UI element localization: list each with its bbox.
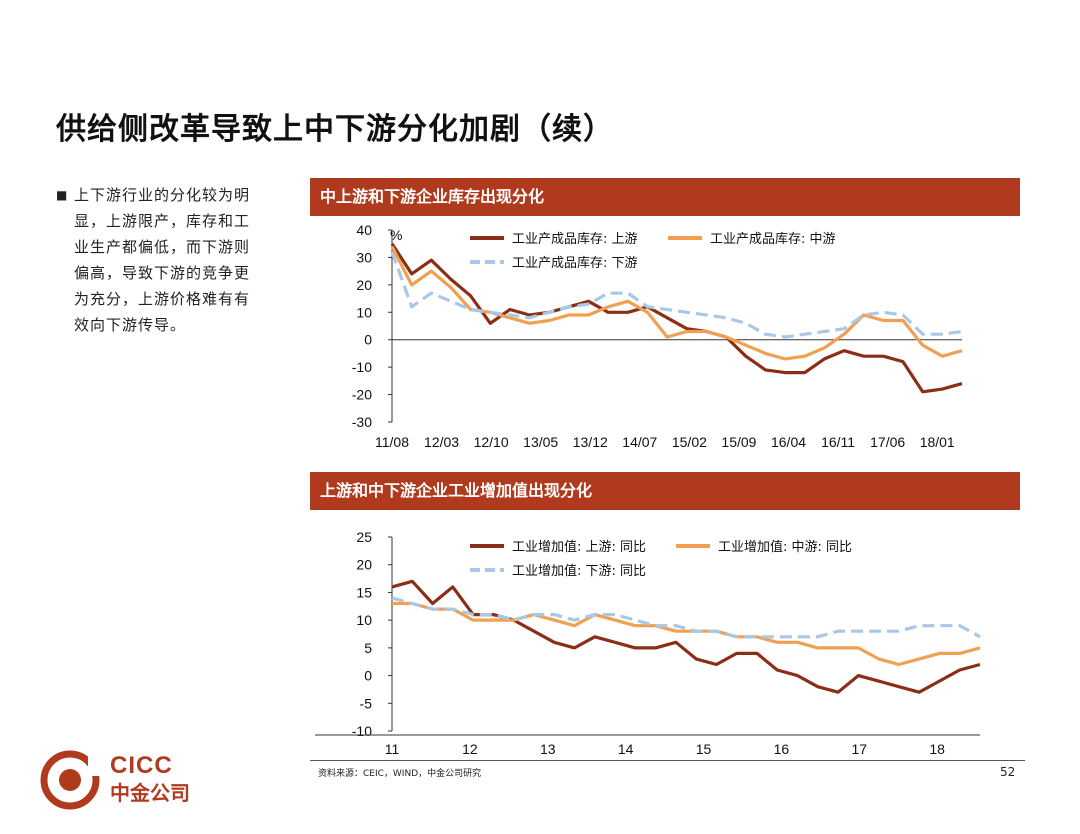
chart2-series-upstream-line: [391, 579, 981, 694]
x-tick-label: 14: [618, 741, 634, 757]
x-tick-label: 13/05: [523, 434, 558, 450]
bullet-line: 业生产都偏低，而下游则: [74, 238, 251, 256]
x-tick-label: 12/03: [424, 434, 459, 450]
x-tick-label: 14/07: [622, 434, 657, 450]
chart2-header: 上游和中下游企业工业增加值出现分化: [310, 472, 1020, 510]
y-tick-label: 20: [356, 557, 372, 573]
page-title: 供给侧改革导致上中下游分化加剧（续）: [56, 112, 614, 147]
y-tick-label: 20: [356, 277, 372, 293]
legend-label-upstream: 工业产成品库存: 上游: [512, 231, 638, 247]
legend-label-midstream: 工业增加值: 中游: 同比: [718, 539, 852, 555]
bullet-line: 显，上游限产，库存和工: [74, 212, 251, 230]
y-tick-label: -5: [360, 695, 373, 711]
y-tick-label: -30: [352, 414, 372, 430]
x-tick-label: 18/01: [920, 434, 955, 450]
legend-label-downstream: 工业产成品库存: 下游: [512, 255, 638, 271]
legend-label-upstream: 工业增加值: 上游: 同比: [512, 539, 646, 555]
bullet-line: 上下游行业的分化较为明: [74, 186, 251, 204]
y-tick-label: 10: [356, 612, 372, 628]
y-tick-label: 0: [364, 668, 372, 684]
y-tick-label: 0: [364, 332, 372, 348]
y-unit-label: %: [390, 227, 402, 243]
bullet-line: 效向下游传导。: [74, 316, 187, 334]
x-tick-label: 16/04: [771, 434, 806, 450]
x-tick-label: 12: [462, 741, 478, 757]
x-tick-label: 15/09: [721, 434, 756, 450]
legend-label-downstream: 工业增加值: 下游: 同比: [512, 563, 646, 579]
legend-label-midstream: 工业产成品库存: 中游: [710, 231, 836, 247]
x-tick-label: 15: [696, 741, 712, 757]
chart2-series-midstream-line: [392, 601, 981, 667]
y-tick-label: 15: [356, 584, 372, 600]
x-tick-label: 13: [540, 741, 556, 757]
x-tick-label: 18: [929, 741, 945, 757]
y-tick-label: -10: [352, 723, 372, 739]
x-tick-label: 16: [774, 741, 790, 757]
x-tick-label: 13/12: [573, 434, 608, 450]
source-note: 资料来源：CEIC，WIND，中金公司研究: [318, 769, 482, 779]
x-tick-label: 16/11: [821, 434, 855, 450]
y-tick-label: 10: [356, 304, 372, 320]
y-tick-label: 25: [356, 529, 372, 545]
logo-text-cn: 中金公司: [110, 781, 190, 805]
cicc-logo-icon: [40, 750, 102, 810]
chart2-series-downstream-line: [391, 596, 981, 639]
x-tick-label: 17: [851, 741, 867, 757]
bullet-line: 为充分，上游价格难有有: [74, 290, 251, 308]
logo-text-en: CICC: [110, 752, 173, 779]
x-tick-label: 17/06: [870, 434, 905, 450]
chart1-series-upstream-line: [390, 242, 963, 394]
x-tick-label: 15/02: [672, 434, 707, 450]
y-tick-label: 40: [356, 222, 372, 238]
bullet-text: 上下游行业的分化较为明 显，上游限产，库存和工 业生产都偏低，而下游则 偏高，导…: [74, 182, 296, 338]
y-tick-label: -20: [352, 387, 372, 403]
bullet-square-icon: ■: [56, 188, 68, 202]
x-tick-label: 11/08: [375, 434, 409, 450]
chart1-series-downstream-line: [390, 251, 963, 339]
x-tick-label: 12/10: [474, 434, 509, 450]
chart1-series-midstream-line: [390, 245, 963, 361]
page-number: 52: [1000, 765, 1016, 779]
bullet-line: 偏高，导致下游的竞争更: [74, 264, 251, 282]
y-tick-label: 5: [364, 640, 372, 656]
x-tick-label: 11: [385, 741, 400, 757]
chart1-header: 中上游和下游企业库存出现分化: [310, 178, 1020, 216]
y-tick-label: -10: [352, 359, 372, 375]
y-tick-label: 30: [356, 249, 372, 265]
bullet-block: ■ 上下游行业的分化较为明 显，上游限产，库存和工 业生产都偏低，而下游则 偏高…: [56, 182, 296, 338]
footer-divider: [310, 760, 1025, 761]
